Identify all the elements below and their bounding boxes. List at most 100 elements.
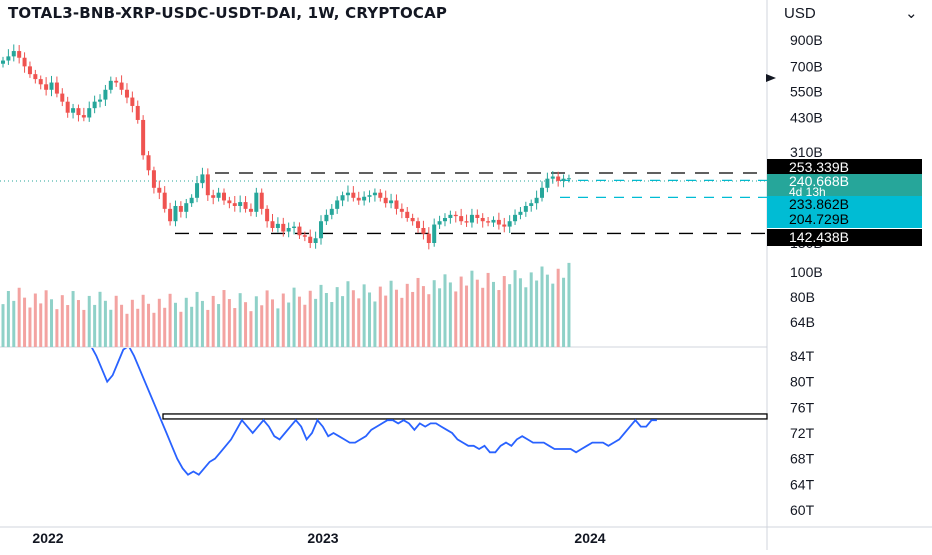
volume-bar (103, 300, 107, 347)
volume-bar (540, 266, 544, 347)
candle-body (502, 224, 507, 227)
candle-body (114, 80, 119, 83)
volume-bar (287, 302, 291, 347)
volume-bar (249, 311, 253, 347)
volume-bar (448, 282, 452, 347)
candle-body (189, 197, 194, 204)
candle-body (362, 196, 367, 201)
volume-bar (465, 285, 469, 347)
volume-bar (518, 278, 522, 347)
volume-bar (141, 294, 145, 347)
candle-body (44, 84, 49, 90)
candle-body (540, 187, 544, 198)
volume-bar (125, 313, 129, 347)
candle-body (173, 205, 178, 222)
volume-bar (524, 287, 528, 347)
volume-bar (17, 287, 21, 347)
currency-selector[interactable]: USD (784, 5, 816, 22)
volume-bar (341, 296, 345, 347)
volume-bar (168, 293, 172, 347)
volume-bar (378, 286, 382, 347)
candle-body (54, 82, 59, 94)
volume-bar (227, 299, 231, 347)
candle-body (259, 192, 264, 209)
volume-bar (28, 307, 32, 347)
candle-body (378, 192, 383, 198)
candle-body (486, 221, 491, 223)
volume-bar (254, 296, 258, 347)
candle-body (464, 221, 469, 223)
volume-bar (481, 287, 485, 347)
price-tick-label: 310B (790, 144, 823, 160)
candle-body (17, 51, 22, 58)
candle-body (168, 208, 173, 222)
candle-body (81, 115, 86, 118)
volume-bar (238, 293, 242, 347)
volume-bar (373, 301, 377, 347)
candle-body (518, 211, 523, 215)
last-price-tag-bg (767, 174, 922, 198)
volume-bar (535, 280, 539, 347)
candle-body (221, 192, 226, 201)
volume-bar (222, 290, 226, 347)
candle-body (335, 200, 340, 209)
volume-bar (432, 280, 436, 347)
candle-body (405, 211, 410, 218)
candle-body (297, 226, 302, 236)
volume-bar (281, 293, 285, 347)
volume-bar (60, 295, 64, 347)
price-tick-label: 900B (790, 32, 823, 48)
candle-body (410, 217, 415, 222)
candle-body (399, 208, 404, 212)
candle-body (232, 203, 237, 206)
indicator-line (91, 348, 657, 476)
volume-bar (475, 279, 479, 347)
cyan-low-price-tag: 204.729B (789, 211, 849, 227)
price-tick-label: 64B (790, 314, 815, 330)
volume-bar (454, 291, 458, 347)
candle-body (556, 176, 561, 181)
candle-body (119, 82, 124, 90)
axis-arrow-marker (766, 74, 776, 82)
chevron-down-icon[interactable]: ⌄ (905, 5, 918, 22)
candle-body (367, 195, 372, 197)
candle-body (200, 174, 205, 184)
indicator-tick-label: 76T (790, 399, 815, 415)
indicator-tick-label: 80T (790, 374, 815, 390)
candle-body (469, 214, 474, 223)
cyan-high-price-tag: 233.862B (789, 196, 849, 212)
candle-body (243, 202, 248, 209)
candle-body (184, 203, 189, 212)
volume-bar (71, 291, 75, 347)
time-tick-label: 2022 (32, 530, 63, 546)
volume-bar (233, 308, 237, 347)
candle-body (270, 221, 275, 228)
time-tick-label: 2023 (307, 530, 338, 546)
candle-body (313, 238, 318, 243)
candle-body (27, 66, 32, 75)
candle-body (227, 200, 232, 204)
price-tick-label: 80B (790, 289, 815, 305)
volume-bar (109, 309, 113, 347)
volume-bar (357, 298, 361, 347)
volume-bar (314, 298, 318, 347)
candle-body (437, 221, 442, 225)
candle-body (103, 89, 108, 100)
volume-bar (200, 300, 204, 347)
volume-bar (438, 288, 442, 347)
volume-bar (416, 277, 420, 347)
candle-body (496, 219, 501, 225)
candle-body (491, 219, 496, 223)
cyan-low-price-tag-bg (767, 211, 922, 228)
indicator-tick-label: 68T (790, 451, 815, 467)
resistance-price-tag: 253.339B (789, 159, 849, 175)
candle-body (550, 176, 555, 179)
candle-body (60, 93, 65, 102)
candle-body (108, 80, 113, 90)
candle-body (416, 221, 421, 228)
volume-bar (427, 294, 431, 347)
candle-body (87, 108, 92, 118)
volume-bar (459, 276, 463, 347)
volume-bar (351, 290, 355, 347)
candle-body (566, 178, 571, 180)
